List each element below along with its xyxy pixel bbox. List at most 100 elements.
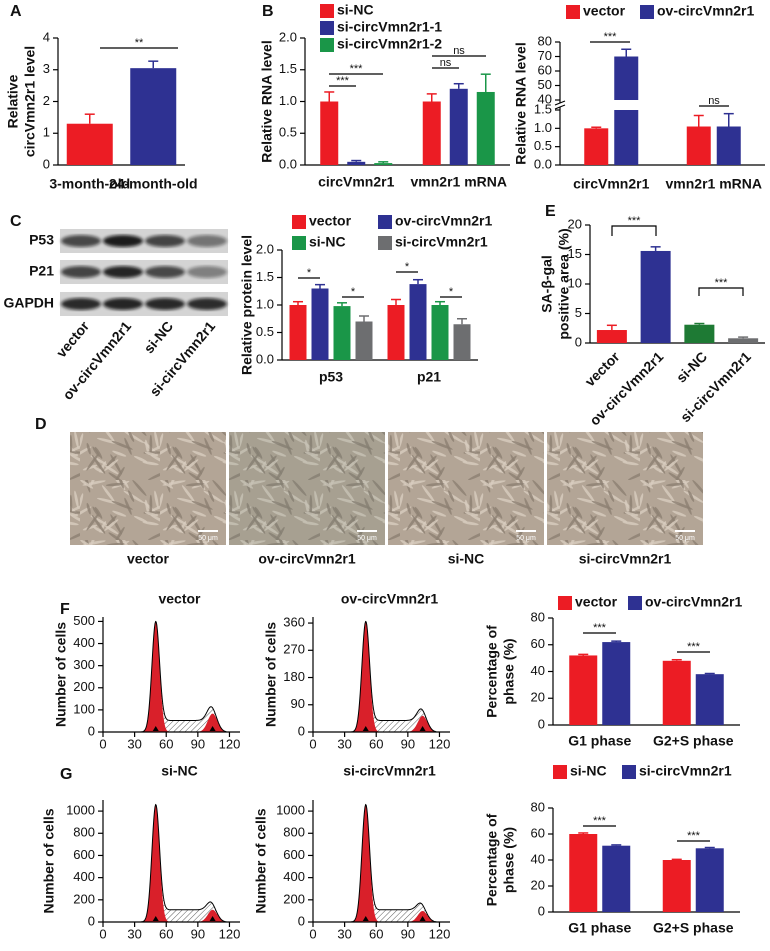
bar bbox=[66, 123, 113, 165]
bar bbox=[374, 163, 393, 165]
y-axis-label: Relative protein level bbox=[239, 235, 255, 375]
y-axis-label: phase (%) bbox=[501, 827, 517, 893]
bar bbox=[684, 324, 715, 343]
legend-swatch bbox=[320, 21, 334, 35]
significance-label: *** bbox=[593, 815, 607, 827]
y-tick-label: 1.0 bbox=[279, 93, 297, 108]
x-tick-label: 30 bbox=[337, 736, 351, 751]
bar bbox=[422, 101, 441, 165]
x-tick-label: circVmn2r1 bbox=[318, 174, 394, 190]
y-tick-label: 1.5 bbox=[279, 61, 297, 76]
blot-row-label: P21 bbox=[29, 263, 54, 279]
x-tick-label: 90 bbox=[401, 926, 415, 941]
legend-swatch bbox=[320, 4, 334, 18]
bar bbox=[695, 848, 724, 912]
peak-marker bbox=[362, 916, 369, 921]
scale-bar-label: 50 μm bbox=[675, 535, 695, 542]
significance-label: *** bbox=[604, 31, 618, 43]
blot-band bbox=[103, 235, 143, 247]
blot-lane-label: si-NC bbox=[140, 318, 176, 356]
legend-swatch bbox=[558, 596, 572, 610]
y-tick-label: 1.5 bbox=[534, 101, 552, 116]
legend-swatch bbox=[622, 765, 636, 779]
axis-break bbox=[554, 100, 566, 106]
x-tick-label: 60 bbox=[159, 926, 173, 941]
y-tick-label: 2 bbox=[43, 93, 50, 108]
micrograph bbox=[229, 432, 385, 545]
x-tick-label: 30 bbox=[127, 926, 141, 941]
x-tick-label: 90 bbox=[401, 736, 415, 751]
y-tick-label: 80 bbox=[531, 609, 545, 624]
y-tick-label: 1 bbox=[43, 125, 50, 140]
y-tick-label: 800 bbox=[283, 825, 305, 840]
x-tick-label: 120 bbox=[219, 736, 241, 751]
legend-label: ov-circVmn2r1 bbox=[645, 594, 742, 610]
legend-swatch bbox=[628, 596, 642, 610]
panel-label: D bbox=[35, 416, 47, 433]
y-tick-label: 40 bbox=[531, 663, 545, 678]
x-tick-label: G2+S phase bbox=[653, 920, 734, 936]
histogram-g2 bbox=[130, 713, 227, 732]
bar bbox=[614, 110, 639, 165]
y-axis-label: circVmn2r1 level bbox=[22, 46, 38, 157]
y-tick-label: 0 bbox=[43, 156, 50, 171]
y-tick-label: 400 bbox=[73, 635, 95, 650]
significance-label: *** bbox=[350, 63, 364, 75]
y-tick-label: 200 bbox=[73, 679, 95, 694]
y-tick-label: 50 bbox=[538, 77, 552, 92]
blot-band bbox=[145, 298, 185, 310]
bar bbox=[476, 91, 495, 165]
peak-marker bbox=[419, 916, 426, 921]
legend-label: vector bbox=[575, 594, 618, 610]
y-tick-label: 1.0 bbox=[534, 120, 552, 135]
y-tick-label: 0.0 bbox=[256, 351, 274, 366]
legend-label: si-circVmn2r1 bbox=[395, 234, 488, 250]
y-tick-label: 0.5 bbox=[256, 324, 274, 339]
y-tick-label: 3 bbox=[43, 61, 50, 76]
y-tick-label: 100 bbox=[73, 701, 95, 716]
bar bbox=[130, 68, 177, 165]
histogram-g2 bbox=[130, 909, 227, 922]
blot-band bbox=[145, 266, 185, 278]
y-tick-label: 60 bbox=[531, 825, 545, 840]
panel-label: A bbox=[10, 3, 22, 20]
x-tick-label: G2+S phase bbox=[653, 733, 734, 749]
panel-label: F bbox=[60, 601, 70, 618]
bar bbox=[449, 88, 468, 165]
histogram-g1 bbox=[340, 805, 437, 922]
bar bbox=[602, 845, 631, 912]
significance-bracket bbox=[611, 225, 657, 236]
y-axis-label: Relative RNA level bbox=[259, 40, 275, 162]
y-tick-label: 60 bbox=[538, 62, 552, 77]
legend-label: vector bbox=[583, 3, 626, 19]
y-tick-label: 0 bbox=[575, 334, 582, 349]
bar bbox=[596, 330, 627, 343]
y-tick-label: 600 bbox=[283, 847, 305, 862]
legend-label: si-NC bbox=[309, 234, 346, 250]
y-tick-label: 40 bbox=[538, 91, 552, 106]
significance-label: * bbox=[449, 286, 454, 298]
significance-label: * bbox=[405, 261, 410, 273]
legend-swatch bbox=[378, 236, 392, 250]
y-tick-label: 0 bbox=[88, 913, 95, 928]
blot-row-label: P53 bbox=[29, 232, 54, 248]
panel-label: E bbox=[545, 203, 556, 220]
bar bbox=[640, 250, 671, 343]
legend-label: ov-circVmn2r1 bbox=[395, 213, 492, 229]
blot-row-label: GAPDH bbox=[3, 295, 54, 311]
x-tick-label: 120 bbox=[219, 926, 241, 941]
legend-label: si-NC bbox=[570, 763, 607, 779]
histogram-g1 bbox=[130, 805, 227, 922]
y-tick-label: 200 bbox=[283, 891, 305, 906]
y-tick-label: 0 bbox=[538, 903, 545, 918]
y-tick-label: 1000 bbox=[276, 803, 305, 818]
y-tick-label: 400 bbox=[73, 869, 95, 884]
y-tick-label: 270 bbox=[283, 642, 305, 657]
axis-break bbox=[554, 104, 566, 110]
micrograph bbox=[547, 432, 703, 545]
bar bbox=[453, 324, 471, 360]
x-tick-label: 90 bbox=[191, 736, 205, 751]
y-tick-label: 20 bbox=[568, 216, 582, 231]
y-axis-label: Relative RNA level bbox=[513, 42, 529, 164]
